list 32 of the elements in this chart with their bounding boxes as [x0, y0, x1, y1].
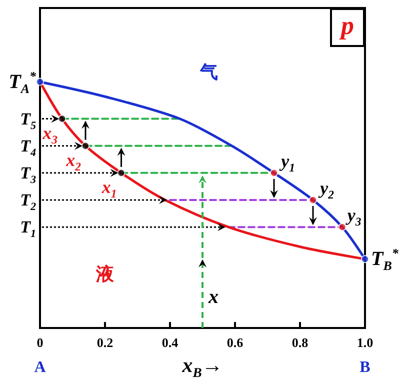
text: p [330, 8, 365, 47]
x-tick-label: 0 [36, 335, 44, 350]
annotation: x$_{2}$ [66, 150, 81, 174]
annotation: x$_{1}$ [102, 176, 117, 201]
annotation: y$_{3}$ [347, 205, 362, 229]
annotation: T$_{5}$ [20, 109, 36, 132]
annotation: y$_{1}$ [281, 150, 295, 175]
text: B [360, 359, 370, 376]
x-axis-title: x$_{B}$→ [182, 353, 223, 380]
point [82, 142, 90, 150]
text: T$_{3}$ [20, 163, 36, 186]
annotation: T$_{4}$ [20, 136, 36, 159]
x-tick-label: 0.4 [162, 335, 179, 350]
x-tick-label: 0.6 [226, 335, 244, 350]
point [309, 196, 317, 204]
x-tick-label: 1.0 [356, 335, 374, 350]
point [361, 255, 369, 264]
point [338, 223, 346, 232]
annotation: x [208, 286, 218, 308]
text: A [34, 359, 46, 376]
point [36, 78, 44, 86]
annotation: T$_{1}$ [20, 218, 36, 240]
x-tick-label: 0.2 [96, 335, 114, 350]
point [58, 114, 66, 123]
annotation: 气 [200, 62, 218, 82]
x-tick-label: 0.8 [292, 335, 309, 350]
annotation: 液 [96, 264, 114, 284]
point [270, 168, 278, 177]
annotation: y$_{2}$ [320, 178, 334, 202]
annotation: x$_{3}$ [42, 122, 58, 146]
point [117, 168, 126, 177]
annotation: T$_{2}$ [20, 190, 36, 213]
